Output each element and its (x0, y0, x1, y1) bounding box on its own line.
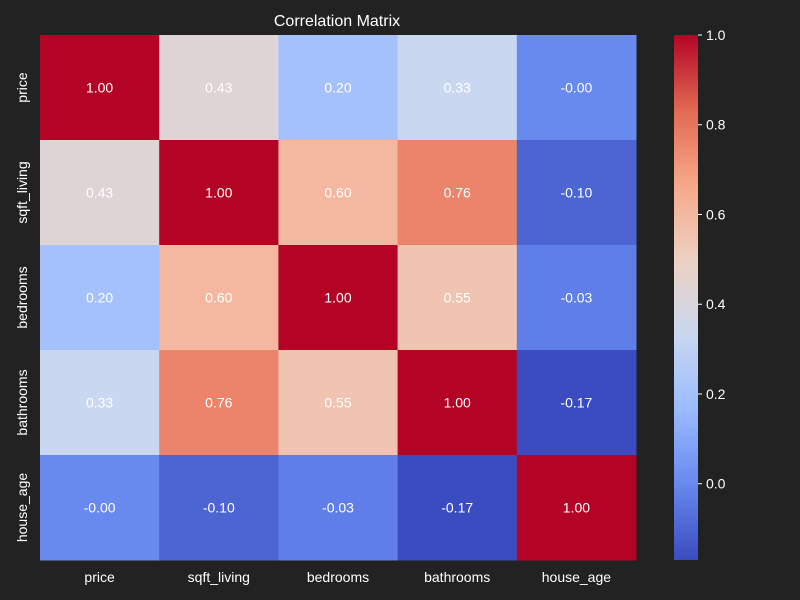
heatmap-cell (159, 35, 279, 141)
cell-value-label: 1.00 (205, 185, 232, 201)
heatmap-cell (159, 140, 279, 246)
heatmap-cell (40, 35, 160, 141)
heatmap-cell (516, 140, 637, 246)
heatmap-cell (278, 35, 399, 141)
heatmap-cell (397, 455, 518, 561)
colorbar-tick-label: 0.4 (706, 296, 726, 312)
cell-value-label: 0.55 (324, 395, 351, 411)
heatmap-cell (40, 350, 160, 456)
x-tick-label: sqft_living (188, 569, 250, 585)
heatmap-cell (278, 140, 399, 246)
colorbar-tick-label: 1.0 (706, 27, 726, 43)
heatmap-cell (40, 455, 160, 561)
x-tick-label: house_age (542, 569, 612, 585)
y-tick-label: bathrooms (14, 369, 30, 435)
cell-value-label: -0.00 (84, 500, 116, 516)
heatmap-cell (40, 245, 160, 351)
heatmap-cell (397, 35, 518, 141)
colorbar-tick-label: 0.0 (706, 476, 726, 492)
y-tick-label: sqft_living (14, 161, 30, 223)
colorbar-ticks: 0.0 0.2 0.4 0.6 0.8 1.0 (698, 27, 726, 492)
y-tick-label: price (14, 72, 30, 103)
y-tick-label: bedrooms (14, 266, 30, 328)
cell-value-label: 0.43 (205, 80, 232, 96)
heatmap-cell (159, 245, 279, 351)
cell-value-label: 1.00 (444, 395, 471, 411)
heatmap-cell (159, 455, 279, 561)
heatmap-cell (397, 140, 518, 246)
cell-value-label: 0.33 (86, 395, 113, 411)
y-axis-ticks: price sqft_living bedrooms bathrooms house_a… (14, 72, 30, 542)
x-tick-label: bedrooms (307, 569, 369, 585)
cell-value-label: 0.20 (86, 290, 113, 306)
cell-value-label: 0.60 (324, 185, 351, 201)
cell-value-label: -0.10 (203, 500, 235, 516)
cell-value-label: -0.17 (441, 500, 473, 516)
y-tick-label: house_age (14, 473, 30, 543)
cell-value-label: 1.00 (324, 290, 351, 306)
colorbar (674, 35, 698, 560)
cell-value-label: -0.03 (560, 290, 592, 306)
cell-value-label: 0.55 (444, 290, 471, 306)
cell-value-label: 1.00 (563, 500, 590, 516)
colorbar-tick-label: 0.2 (706, 386, 726, 402)
x-axis-ticks: price sqft_living bedrooms bathrooms house_a… (84, 569, 611, 585)
heatmap-cell (159, 350, 279, 456)
cell-value-label: -0.17 (560, 395, 592, 411)
cell-value-label: 0.76 (205, 395, 232, 411)
heatmap-cell (397, 350, 518, 456)
cell-value-label: -0.00 (560, 80, 592, 96)
cell-value-label: 0.43 (86, 185, 113, 201)
heatmap-cell (278, 245, 399, 351)
heatmap-cell (278, 350, 399, 456)
chart-title: Correlation Matrix (274, 13, 400, 30)
heatmap-cell (278, 455, 399, 561)
cell-value-label: 1.00 (86, 80, 113, 96)
cell-value-label: 0.60 (205, 290, 232, 306)
cell-value-label: 0.20 (324, 80, 351, 96)
heatmap-cell (516, 350, 637, 456)
heatmap-cell (516, 455, 637, 561)
heatmap-cell (516, 245, 637, 351)
colorbar-tick-label: 0.6 (706, 206, 726, 222)
cell-value-label: -0.10 (560, 185, 592, 201)
cell-value-label: 0.33 (444, 80, 471, 96)
heatmap-cell (40, 140, 160, 246)
heatmap-cells: 1.00 0.43 0.20 0.33 -0.00 0.43 1.00 0.60 0.76 -0.… (40, 35, 637, 561)
cell-value-label: -0.03 (322, 500, 354, 516)
cell-value-label: 0.76 (444, 185, 471, 201)
colorbar-tick-label: 0.8 (706, 117, 726, 133)
heatmap-cell (516, 35, 637, 141)
x-tick-label: price (84, 569, 115, 585)
x-tick-label: bathrooms (424, 569, 490, 585)
heatmap-cell (397, 245, 518, 351)
